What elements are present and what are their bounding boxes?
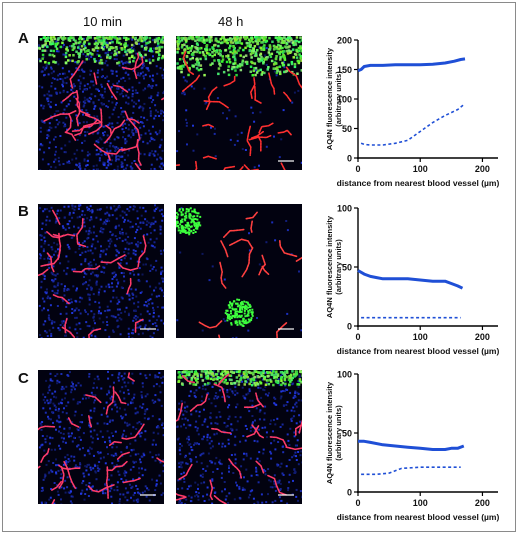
chart-c-x-label: distance from nearest blood vessel (µm) xyxy=(337,512,500,522)
micrograph-a-48h-image xyxy=(176,36,302,170)
chart-c-x-tick-label: 100 xyxy=(413,498,428,508)
column-header-10min: 10 min xyxy=(83,14,123,29)
chart-b-y-tick-label: 0 xyxy=(347,322,352,332)
micrograph-a-48h xyxy=(176,36,302,170)
panel-letter-c: C xyxy=(18,370,29,387)
chart-b-series-solid xyxy=(357,269,464,290)
chart-c-x-tick-label: 0 xyxy=(355,498,360,508)
chart-a: 0 50 100 150 200 0 100 200 distance from nearest… xyxy=(325,36,500,189)
chart-b-y-label: AQ4N fluorescence intensity(arbitrary un… xyxy=(325,215,343,318)
chart-c-series-dashed xyxy=(361,466,461,476)
chart-a-y-tick-label: 0 xyxy=(347,154,352,164)
chart-b-x-tick-label: 200 xyxy=(475,332,490,342)
micrograph-b-10min xyxy=(38,204,164,338)
micrograph-c-10min-image xyxy=(38,370,164,504)
chart-b: 0 50 100 0 100 200 distance from nearest blood… xyxy=(325,204,500,357)
micrograph-b-48h xyxy=(176,204,302,338)
chart-c-y-label: AQ4N fluorescence intensity(arbitrary un… xyxy=(325,381,343,484)
chart-b-x-tick-label: 0 xyxy=(355,332,360,342)
chart-a-y-tick-label: 100 xyxy=(337,95,352,105)
micrograph-a-10min-image xyxy=(38,36,164,170)
chart-a-y-label: AQ4N fluorescence intensity(arbitrary un… xyxy=(325,47,343,150)
micrograph-c-10min xyxy=(38,370,164,504)
chart-c-y-tick-label: 100 xyxy=(337,370,352,380)
panel-letter-a: A xyxy=(18,30,29,47)
column-header-48h: 48 h xyxy=(218,14,244,29)
micrograph-c-48h-image xyxy=(176,370,302,504)
panel-letter-b: B xyxy=(18,203,29,220)
chart-b-x-tick-label: 100 xyxy=(413,332,428,342)
chart-a-series-dashed xyxy=(360,103,466,146)
chart-a-y-tick-label: 150 xyxy=(337,65,352,75)
chart-c: 0 50 100 0 100 200 distance from nearest blood… xyxy=(325,370,500,523)
chart-b-y-tick-label: 100 xyxy=(337,204,352,214)
chart-b-x-label: distance from nearest blood vessel (µm) xyxy=(337,346,500,356)
micrograph-b-48h-image xyxy=(176,204,302,338)
chart-c-y-tick-label: 50 xyxy=(342,429,352,439)
chart-b-y-tick-label: 50 xyxy=(342,263,352,273)
micrograph-c-48h xyxy=(176,370,302,504)
chart-a-x-label: distance from nearest blood vessel (µm) xyxy=(337,178,500,188)
micrograph-b-10min-image xyxy=(38,204,164,338)
chart-a-x-tick-label: 0 xyxy=(355,164,360,174)
chart-c-x-tick-label: 200 xyxy=(475,498,490,508)
chart-a-x-tick-label: 200 xyxy=(475,164,490,174)
chart-a-x-tick-label: 100 xyxy=(413,164,428,174)
chart-a-y-tick-label: 50 xyxy=(342,124,352,134)
micrograph-a-10min xyxy=(38,36,164,170)
chart-a-series-solid xyxy=(357,57,466,73)
chart-a-y-tick-label: 200 xyxy=(337,36,352,46)
chart-c-y-tick-label: 0 xyxy=(347,488,352,498)
figure-frame xyxy=(2,2,516,532)
chart-c-series-solid xyxy=(358,439,465,451)
